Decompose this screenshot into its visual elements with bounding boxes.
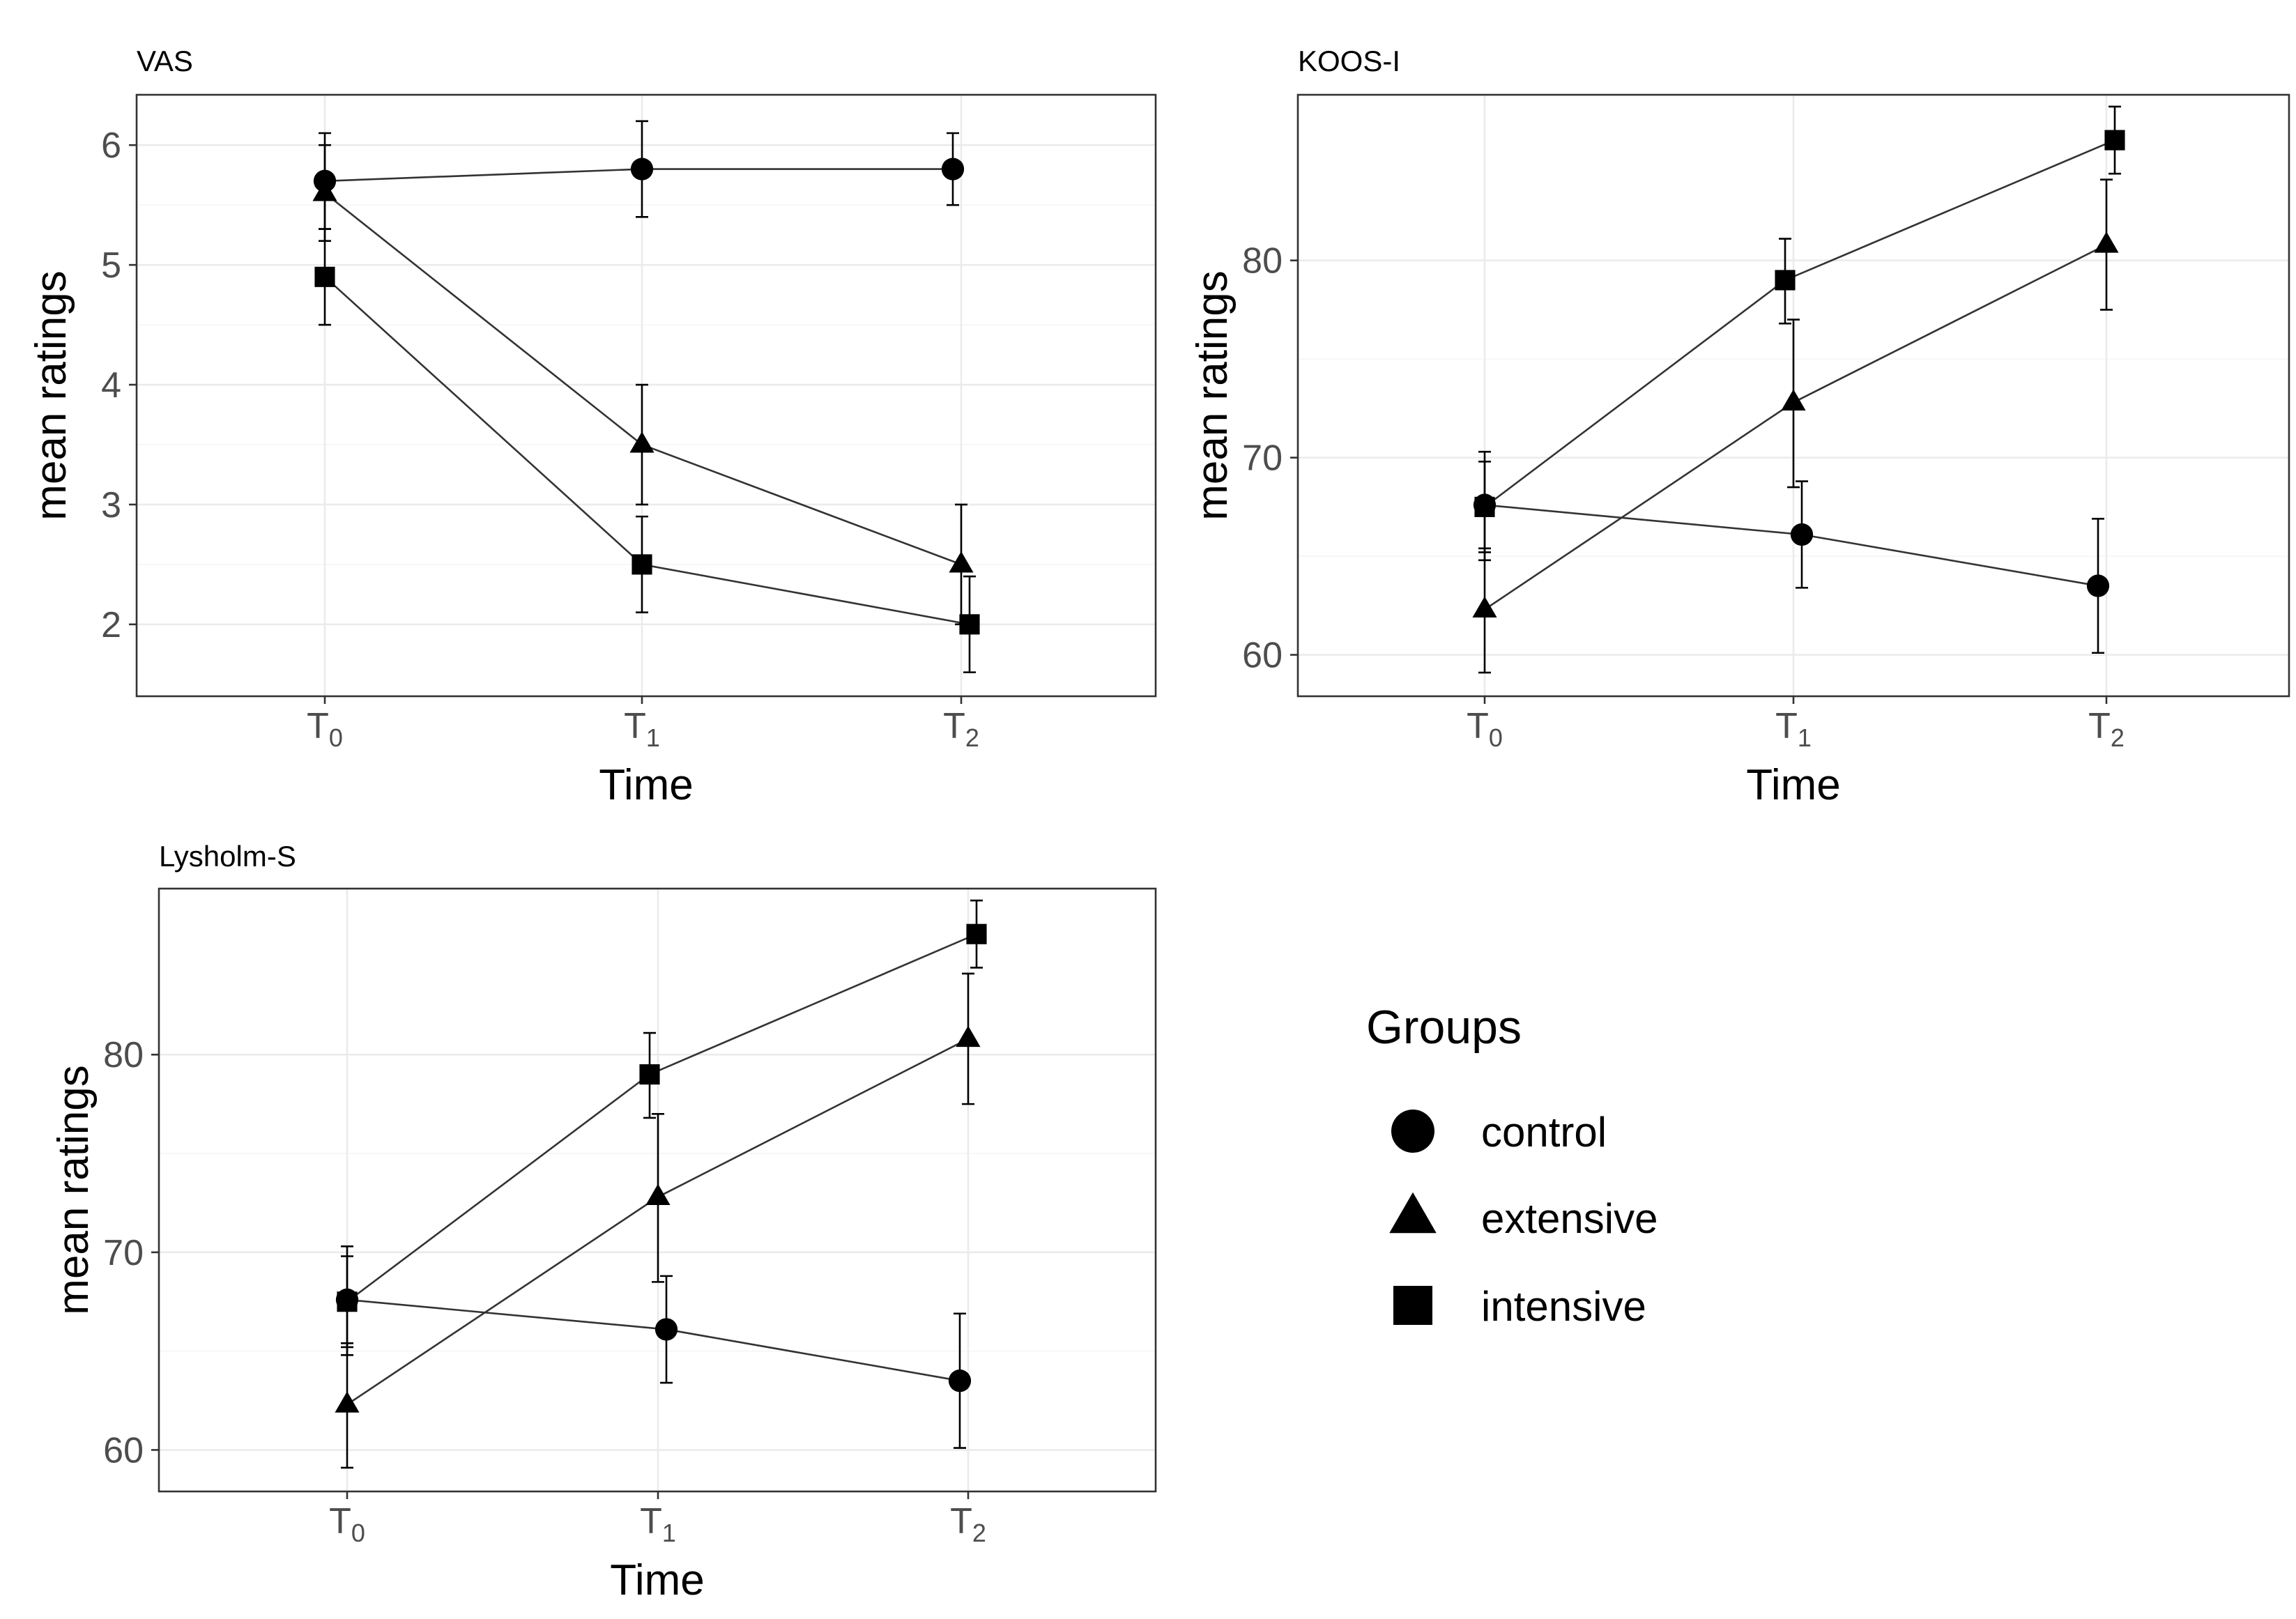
legend: Groups control extensive intensive [1366,1001,1658,1330]
vas-intensive-point [314,266,335,287]
vas-y-tick-label: 3 [101,485,121,525]
vas-x-tick-label: T1 [624,706,660,752]
vas-y-tick-label: 4 [101,365,121,406]
koos-y-tick-label: 70 [1242,438,1283,479]
vas-x-tick-label: T0 [307,706,343,752]
koos-panel: 60 70 80 T0 T1 T2 KOOS-I Time mean ratings [1188,45,2290,809]
lysholm-control-point [655,1318,678,1341]
koos-intensive-point [1474,496,1495,517]
koos-title: KOOS-I [1298,45,1400,77]
lysholm-extensive-point [645,1183,671,1205]
legend-item-intensive: intensive [1393,1283,1646,1330]
lysholm-title: Lysholm-S [159,840,296,873]
vas-intensive-point [632,554,652,575]
legend-item-control: control [1391,1109,1607,1156]
koos-intensive-point [1775,270,1796,291]
legend-intensive-label: intensive [1481,1283,1646,1330]
vas-y-tick-label: 2 [101,605,121,645]
vas-title: VAS [137,45,193,77]
lysholm-extensive-point [335,1391,360,1413]
koos-extensive-point [2094,231,2119,253]
legend-items: control extensive intensive [1389,1109,1658,1330]
lysholm-y-tick-label: 60 [103,1430,144,1471]
vas-extensive-point [949,551,974,573]
vas-x-axis-title: Time [599,761,693,809]
vas-control-point [941,158,965,181]
koos-y-axis-title: mean ratings [1188,270,1237,520]
lysholm-intensive-point [639,1064,660,1085]
vas-y-tick-label: 6 [101,125,121,166]
vas-intensive-point [959,614,980,635]
koos-control-point [1790,523,1814,546]
vas-panel: 2 3 4 5 6 T0 T1 T2 VAS Time mean ratings [27,45,1157,809]
koos-x-tick-label: T1 [1775,706,1812,752]
vas-control-point [630,158,654,181]
legend-extensive-key [1389,1192,1437,1234]
lysholm-extensive-point [956,1025,981,1048]
vas-y-tick-label: 5 [101,245,121,286]
lysholm-intensive-point [337,1291,358,1312]
koos-extensive-point [1781,389,1806,410]
legend-title: Groups [1366,1001,1522,1054]
lysholm-y-axis-title: mean ratings [49,1065,98,1314]
vas-extensive-point [312,180,337,201]
legend-intensive-key [1393,1286,1432,1325]
legend-item-extensive: extensive [1389,1192,1658,1242]
legend-extensive-label: extensive [1481,1195,1658,1242]
vas-extensive-point [629,431,655,453]
vas-y-axis-title: mean ratings [27,270,75,520]
koos-y-tick-label: 60 [1242,636,1283,676]
lysholm-x-axis-title: Time [610,1556,704,1604]
lysholm-y-tick-label: 70 [103,1233,144,1273]
lysholm-y-tick-label: 80 [103,1035,144,1075]
koos-control-point [2086,574,2110,597]
koos-x-axis-title: Time [1746,761,1840,809]
lysholm-intensive-point [966,923,987,944]
lysholm-x-tick-label: T0 [329,1501,365,1547]
koos-x-tick-label: T2 [2088,706,2125,752]
lysholm-x-tick-label: T2 [950,1501,986,1547]
lysholm-panel: 60 70 80 T0 T1 T2 Lysholm-S Time mean ratings [49,840,1157,1604]
lysholm-control-point [948,1369,972,1392]
koos-extensive-point [1472,596,1497,618]
legend-control-label: control [1481,1109,1607,1156]
koos-y-tick-label: 80 [1242,241,1283,282]
legend-control-key [1391,1110,1434,1153]
koos-x-tick-label: T0 [1467,706,1503,752]
charts-layer: 2 3 4 5 6 T0 T1 T2 VAS Time mean ratings 60 70 80 T0 T1… [27,45,2290,1604]
vas-x-tick-label: T2 [943,706,979,752]
vas-plot-area [137,95,1156,696]
koos-intensive-point [2104,130,2125,151]
lysholm-x-tick-label: T1 [640,1501,676,1547]
vas-panel-border [135,93,1157,698]
